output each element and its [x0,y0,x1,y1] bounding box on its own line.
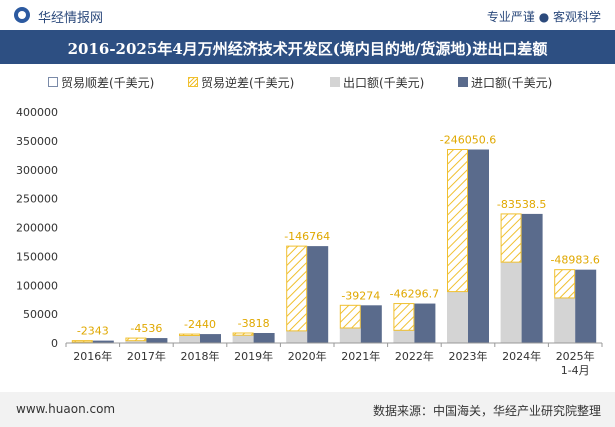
export-bar [286,330,308,343]
x-tick-label: 2023年 [449,349,488,363]
export-bar [554,297,576,343]
deficit-data-label: -2343 [77,325,109,338]
y-tick-label: 0 [51,337,58,350]
import-bar [307,246,329,343]
export-bar [339,327,361,343]
brand-name: 华经情报网 [38,11,104,26]
y-tick-label: 150000 [16,250,58,263]
deficit-data-label: -3818 [238,317,270,330]
deficit-bar [125,337,147,342]
deficit-bar [554,269,576,299]
x-tick-label: 2022年 [395,349,434,363]
legend-label-deficit: 贸易逆差(千美元) [201,76,295,90]
x-tick-label: 2016年 [73,349,112,363]
export-bar [179,335,200,343]
legend-label-surplus: 贸易顺差(千美元) [61,76,155,90]
chart-plot: -2343 -4536 -2440 -3818 -146764 -39274 -46296.… [16,106,603,377]
deficit-bar [179,333,200,336]
y-tick-label: 350000 [16,135,58,148]
x-tick-label: 2020年 [288,349,327,363]
y-tick-label: 400000 [16,106,58,119]
brand-logo-icon [14,7,30,23]
deficit-bar [71,340,93,343]
y-tick-label: 200000 [16,222,58,235]
import-bar [92,340,114,343]
legend-swatch-deficit [188,77,198,87]
import-bar [521,213,543,343]
legend-label-export: 出口额(千美元) [343,76,425,90]
export-bar [500,262,522,343]
import-bar [253,332,275,343]
deficit-bar [232,332,254,336]
title-bar [0,30,615,64]
import-bar [200,334,221,343]
legend-swatch-import [458,77,468,87]
export-bar [447,291,468,343]
legend-swatch-export [330,77,340,87]
footer: www.huaon.com 数据来源：中国海关，华经产业研究院整理 [0,392,615,427]
footer-url: www.huaon.com [16,402,116,416]
y-tick-label: 100000 [16,279,58,292]
slogan: 专业严谨 ● 客观科学 [486,10,601,24]
chart-title: 2016-2025年4月万州经济技术开发区(境内目的地/货源地)进出口差额 [67,40,548,58]
legend-label-import: 进口额(千美元) [471,76,553,90]
export-bar [232,335,254,343]
x-tick-label: 1-4月 [561,364,590,377]
import-bar [146,338,168,343]
footer-source: 数据来源：中国海关，华经产业研究院整理 [372,404,601,418]
y-tick-label: 50000 [23,308,58,321]
deficit-data-label: -46296.7 [390,288,439,301]
deficit-bar [286,245,308,332]
deficit-data-label: -48983.6 [550,254,599,267]
y-tick-label: 300000 [16,164,58,177]
deficit-data-label: -39274 [341,289,380,302]
import-bar [575,269,597,343]
import-bar [414,303,436,343]
deficit-bar [447,149,468,293]
import-bar [360,305,382,343]
x-tick-label: 2024年 [502,349,541,363]
deficit-bar [393,303,415,331]
legend-swatch-surplus [48,77,58,87]
x-tick-label: 2025年 [556,349,595,363]
export-bar [71,341,93,343]
import-bar [468,149,489,343]
x-tick-label: 2019年 [234,349,273,363]
deficit-bar [339,304,361,329]
export-bar [125,340,147,343]
deficit-bar [500,213,522,263]
export-bar [393,330,415,343]
deficit-data-label: -83538.5 [497,198,546,211]
deficit-data-label: -2440 [184,318,216,331]
x-tick-label: 2018年 [181,349,220,363]
deficit-data-label: -246050.6 [440,134,496,147]
deficit-data-label: -4536 [130,322,162,335]
x-tick-label: 2021年 [341,349,380,363]
legend: 贸易顺差(千美元) 贸易逆差(千美元) 出口额(千美元) 进口额(千美元) [0,72,615,94]
y-tick-label: 250000 [16,193,58,206]
deficit-data-label: -146764 [284,230,330,243]
top-bar: 华经情报网 专业严谨 ● 客观科学 [0,0,615,30]
x-tick-label: 2017年 [127,349,166,363]
